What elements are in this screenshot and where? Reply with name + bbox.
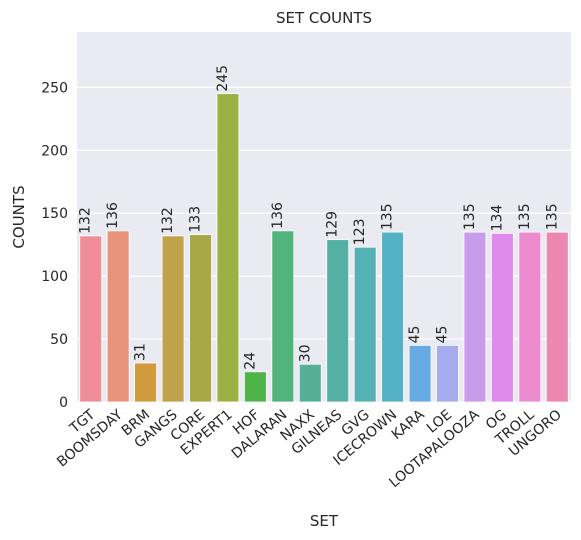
x-axis-ticks: TGTBOOMSDAYBRMGANGSCOREEXPERT1HOFDALARAN…	[54, 407, 565, 492]
chart-title: SET COUNTS	[276, 9, 372, 27]
x-axis-label: SET	[310, 512, 339, 530]
bar-gvg	[353, 246, 377, 403]
bar-kara	[408, 344, 432, 403]
y-tick-label: 200	[41, 143, 68, 159]
plot-background	[77, 32, 571, 402]
data-label: 136	[105, 202, 121, 229]
bar-og	[491, 232, 514, 403]
y-tick-label: 150	[41, 206, 68, 222]
bar-naxx	[298, 363, 322, 403]
data-label: 45	[407, 326, 423, 344]
data-label: 31	[133, 343, 149, 361]
y-axis-ticks: 0 50 100 150 200 250	[41, 80, 68, 411]
bar-boomsday	[106, 230, 130, 403]
bar-loe	[436, 344, 459, 403]
bar-gilneas	[326, 239, 350, 403]
data-label: 134	[489, 205, 505, 232]
bar-lootapalooza	[463, 231, 487, 403]
data-label: 45	[435, 326, 451, 344]
data-labels: 132 136 31 132 133 245 24 136 30 129 123 135 45 45 135…	[78, 65, 561, 370]
bar-hof	[244, 371, 267, 403]
bar-brm	[134, 362, 157, 403]
bar-ungoro	[545, 231, 569, 403]
x-tick-label: KARA	[389, 407, 428, 443]
data-label: 135	[462, 203, 478, 230]
grid-lines	[77, 86, 571, 403]
bar-expert1	[216, 93, 240, 403]
data-label: 132	[78, 207, 94, 234]
bar-troll	[518, 231, 542, 403]
data-label: 129	[325, 211, 341, 238]
data-label: 135	[380, 203, 396, 230]
y-tick-label: 100	[41, 269, 68, 285]
data-label: 135	[517, 203, 533, 230]
bar-dalaran	[271, 230, 295, 403]
y-tick-label: 0	[59, 395, 68, 411]
bar-gangs	[161, 235, 185, 403]
bars	[79, 93, 569, 403]
bar-icecrown	[381, 231, 404, 403]
data-label: 245	[215, 65, 231, 92]
y-tick-label: 50	[50, 332, 68, 348]
y-tick-label: 250	[41, 80, 68, 96]
data-label: 133	[188, 206, 204, 233]
data-label: 24	[242, 352, 258, 370]
data-label: 136	[270, 202, 286, 229]
data-label: 30	[297, 344, 313, 362]
bar-tgt	[79, 235, 103, 403]
data-label: 135	[544, 203, 560, 230]
data-label: 132	[160, 207, 176, 234]
bar-core	[189, 234, 212, 403]
y-axis-label: COUNTS	[10, 185, 28, 248]
data-label: 123	[352, 218, 368, 245]
